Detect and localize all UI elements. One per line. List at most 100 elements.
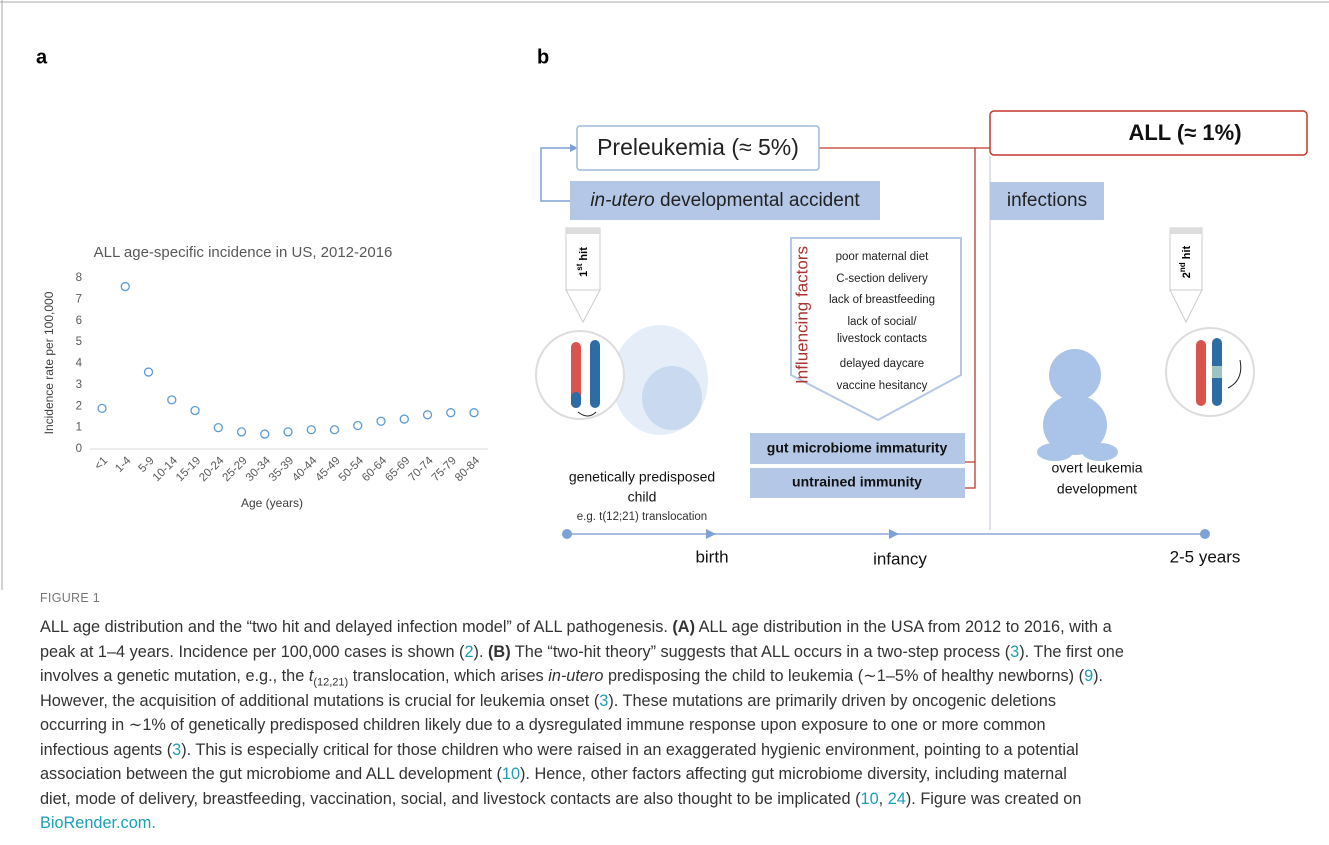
point bbox=[377, 417, 385, 425]
caption-link: 2 bbox=[464, 643, 473, 661]
caption-text: involves a genetic mutation, e.g., the bbox=[40, 667, 309, 685]
y-tick-label: 4 bbox=[76, 358, 83, 370]
point bbox=[121, 283, 129, 291]
caption-bold: (A) bbox=[672, 618, 695, 636]
point bbox=[168, 396, 176, 404]
overt-label: development bbox=[1057, 481, 1137, 497]
x-tick-label: 40-44 bbox=[290, 454, 320, 484]
x-tick-label: 25-29 bbox=[221, 455, 250, 484]
factors-box bbox=[791, 238, 961, 420]
caption: FIGURE 1 ALL age distribution and the “t… bbox=[40, 591, 1320, 836]
overt-label: overt leukemia bbox=[1051, 460, 1142, 476]
figure: a b ALL age-specific incidence in US, 20… bbox=[0, 0, 1329, 590]
caption-line: involves a genetic mutation, e.g., the t… bbox=[40, 664, 1320, 689]
caption-line: occurring in ∼1% of genetically predispo… bbox=[40, 713, 1320, 738]
x-tick-label: 15-19 bbox=[174, 455, 203, 484]
caption-link: 10 bbox=[502, 765, 520, 783]
y-tick-label: 3 bbox=[76, 379, 82, 391]
accident: in-utero developmental accident bbox=[590, 190, 860, 211]
caption-sub: (12,21) bbox=[313, 676, 348, 688]
point bbox=[424, 411, 432, 419]
caption-line: BioRender.com. bbox=[40, 811, 1320, 836]
point bbox=[214, 424, 222, 432]
caption-text: translocation, which arises bbox=[348, 667, 548, 685]
caption-text: ). This is especially critical for those… bbox=[181, 741, 1078, 759]
caption-bold: (B) bbox=[488, 643, 511, 661]
hit-pencil: 2nd hit bbox=[1170, 228, 1202, 322]
caption-text: peak at 1–4 years. Incidence per 100,000… bbox=[40, 643, 464, 661]
factor: delayed daycare bbox=[840, 358, 924, 370]
accident-italic: in-utero bbox=[590, 190, 654, 211]
factor: C-section delivery bbox=[836, 273, 928, 285]
child-label: child bbox=[628, 489, 657, 505]
panel-label: b bbox=[537, 46, 549, 68]
y-tick-label: 5 bbox=[76, 336, 82, 348]
x-tick-label: 10-14 bbox=[151, 454, 181, 484]
caption-text: predisposing the child to leukemia (∼1–5… bbox=[603, 667, 1084, 685]
caption-text: ). bbox=[474, 643, 488, 661]
point bbox=[98, 404, 106, 412]
y-tick-label: 0 bbox=[76, 443, 82, 455]
gut: gut microbiome immaturity bbox=[767, 440, 948, 456]
caption-line: peak at 1–4 years. Incidence per 100,000… bbox=[40, 640, 1320, 665]
x-tick-label: 30-34 bbox=[244, 454, 274, 484]
caption-text: infectious agents ( bbox=[40, 741, 172, 759]
point bbox=[284, 428, 292, 436]
pregnancy-icon bbox=[536, 325, 708, 435]
hit-pencil: 1st hit bbox=[566, 228, 600, 322]
svg-text:2nd hit: 2nd hit bbox=[1178, 245, 1193, 278]
hit-word: hit bbox=[578, 247, 590, 264]
y-tick-label: 8 bbox=[76, 272, 82, 284]
point bbox=[191, 407, 199, 415]
caption-link: BioRender.com. bbox=[40, 814, 156, 832]
y-tick-label: 1 bbox=[76, 422, 82, 434]
timeline-label: infancy bbox=[873, 549, 927, 568]
x-tick-label: 35-39 bbox=[267, 455, 296, 484]
caption-text: ). Figure was created on bbox=[906, 790, 1082, 808]
x-tick-label: 20-24 bbox=[197, 454, 227, 484]
point bbox=[238, 428, 246, 436]
svg-text:1st hit: 1st hit bbox=[575, 247, 590, 277]
x-tick-label: 50-54 bbox=[337, 454, 367, 484]
hit-word: hit bbox=[1181, 245, 1193, 262]
preleukemia: Preleukemia (≈ 5%) bbox=[597, 134, 799, 160]
point bbox=[145, 368, 153, 376]
timeline-label: birth bbox=[695, 547, 728, 566]
caption-text: ). The first one bbox=[1019, 643, 1124, 661]
caption-link: 10 bbox=[861, 790, 879, 808]
all: ALL (≈ 1%) bbox=[1128, 120, 1241, 145]
factor: lack of social/ bbox=[847, 316, 917, 328]
y-tick-label: 2 bbox=[76, 400, 82, 412]
x-tick-label: 60-64 bbox=[360, 454, 390, 484]
caption-line: infectious agents (3). This is especiall… bbox=[40, 738, 1320, 763]
timeline-label: 2-5 years bbox=[1170, 547, 1241, 566]
x-tick-label: 70-74 bbox=[407, 454, 437, 484]
infections: infections bbox=[1007, 190, 1087, 211]
caption-link: 9 bbox=[1084, 667, 1093, 685]
caption-link: 3 bbox=[599, 692, 608, 710]
caption-text: ALL age distribution in the USA from 201… bbox=[695, 618, 1112, 636]
example: e.g. t(12;21) translocation bbox=[577, 511, 707, 523]
factor: livestock contacts bbox=[837, 333, 927, 345]
caption-text: ). Hence, other factors affecting gut mi… bbox=[520, 765, 1067, 783]
caption-text: diet, mode of delivery, breastfeeding, v… bbox=[40, 790, 861, 808]
factor: vaccine hesitancy bbox=[837, 380, 928, 392]
x-tick-label: 75-79 bbox=[430, 455, 459, 484]
caption-line: association between the gut microbiome a… bbox=[40, 762, 1320, 787]
caption-text: ). These mutations are primarily driven … bbox=[608, 692, 1056, 710]
factor: lack of breastfeeding bbox=[829, 294, 935, 306]
caption-line: diet, mode of delivery, breastfeeding, v… bbox=[40, 787, 1320, 812]
factors-title: Influencing factors bbox=[792, 246, 811, 384]
figure-label: FIGURE 1 bbox=[40, 591, 1320, 605]
point bbox=[307, 426, 315, 434]
point bbox=[331, 426, 339, 434]
point bbox=[261, 430, 269, 438]
caption-text: occurring in ∼1% of genetically predispo… bbox=[40, 716, 1046, 734]
point bbox=[447, 409, 455, 417]
page: { "panel_labels": ["a", "b"], "chart_dat… bbox=[0, 0, 1329, 845]
y-axis-title: Incidence rate per 100,000 bbox=[42, 291, 56, 434]
point bbox=[400, 415, 408, 423]
y-tick-label: 7 bbox=[76, 293, 82, 305]
caption-text: ALL age distribution and the “two hit an… bbox=[40, 618, 672, 636]
caption-link: 24 bbox=[888, 790, 906, 808]
